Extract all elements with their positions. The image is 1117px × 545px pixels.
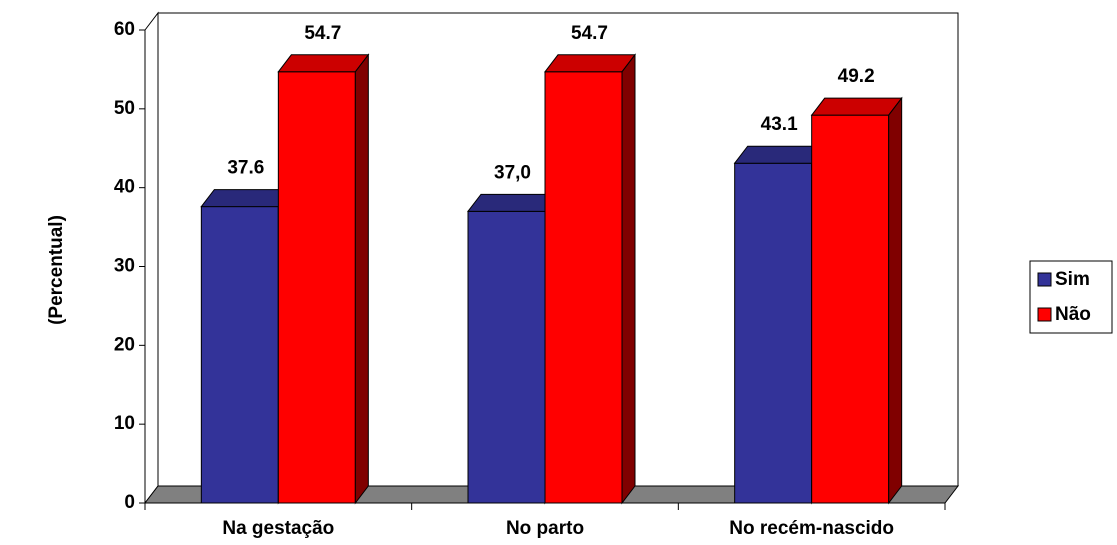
- bar: [277, 53, 370, 505]
- bar-front: [277, 71, 356, 504]
- bar-side: [621, 53, 636, 505]
- y-tick-label: 40: [114, 177, 135, 198]
- y-tick-label: 10: [114, 413, 135, 434]
- x-tick-label: No recém-nascido: [729, 518, 894, 539]
- value-label: 54.7: [304, 23, 341, 44]
- bar-front: [467, 210, 546, 504]
- legend-swatch: [1037, 272, 1052, 287]
- legend-label: Não: [1055, 304, 1091, 325]
- bar-top: [543, 54, 637, 73]
- bar: [543, 53, 637, 505]
- y-axis-label: (Percentual): [46, 215, 67, 325]
- bar-front: [811, 114, 890, 504]
- bar-front: [200, 206, 279, 504]
- bar: [810, 96, 903, 505]
- bar-front: [544, 71, 623, 504]
- legend-swatch: [1037, 307, 1052, 322]
- value-label: 37.6: [227, 158, 264, 179]
- y-tick-label: 60: [114, 19, 135, 40]
- y-tick-label: 20: [114, 334, 135, 355]
- value-label: 54.7: [571, 23, 608, 44]
- bar-top: [277, 54, 370, 73]
- bar-top: [810, 97, 903, 116]
- x-tick-label: Na gestação: [222, 518, 334, 539]
- y-tick-label: 50: [114, 98, 135, 119]
- bar-front: [734, 162, 813, 504]
- value-label: 49.2: [838, 66, 875, 87]
- side-wall: [144, 11, 159, 505]
- value-label: 43.1: [761, 114, 798, 135]
- bar-side: [888, 96, 903, 505]
- y-tick-label: 30: [114, 256, 135, 277]
- y-tick-label: 0: [124, 492, 135, 513]
- value-label: 37,0: [494, 162, 531, 183]
- bar-side: [354, 53, 369, 505]
- legend-label: Sim: [1055, 269, 1090, 290]
- x-tick-label: No parto: [506, 518, 584, 539]
